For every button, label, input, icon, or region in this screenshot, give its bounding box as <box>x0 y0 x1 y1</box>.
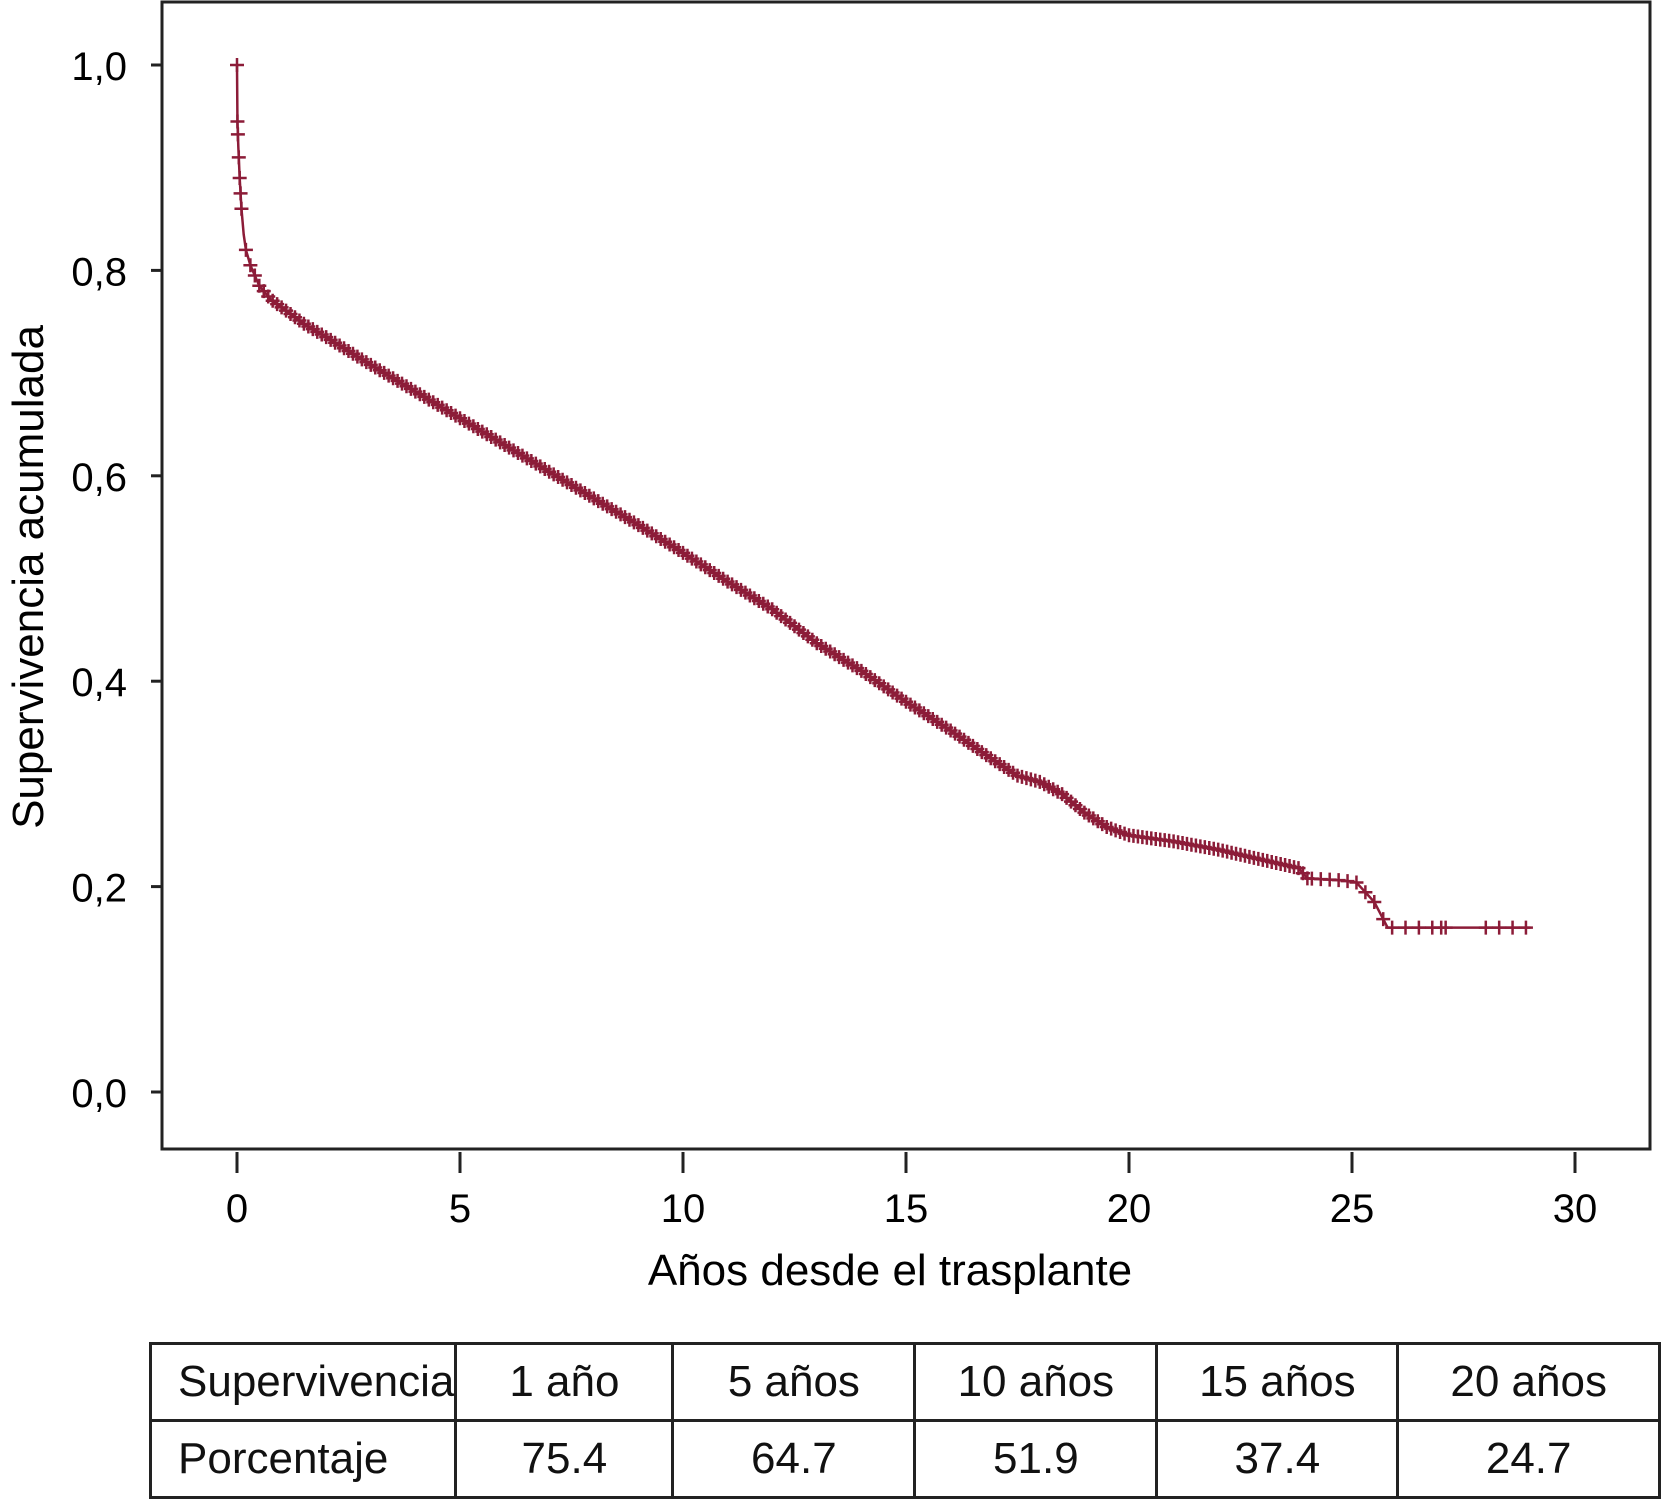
censor-mark <box>231 150 246 165</box>
censor-mark <box>1518 920 1533 935</box>
table-cell: 5 años <box>671 1342 917 1422</box>
censor-mark <box>1358 885 1373 900</box>
x-tick-label: 25 <box>1330 1187 1375 1231</box>
y-tick-label: 1,0 <box>71 45 127 89</box>
x-tick-label: 5 <box>449 1187 471 1231</box>
censor-mark <box>1349 875 1364 890</box>
table-cell: 51.9 <box>913 1419 1159 1499</box>
y-axis-label: Supervivencia acumulada <box>4 325 53 829</box>
censor-mark <box>1385 920 1400 935</box>
table-cell: Porcentaje <box>148 1419 458 1499</box>
censor-mark <box>1492 920 1507 935</box>
x-axis-label: Años desde el trasplante <box>648 1246 1132 1295</box>
table-cell: Supervivencia <box>148 1342 458 1422</box>
censor-mark <box>243 258 258 273</box>
table-cell: 75.4 <box>454 1419 675 1499</box>
table-cell: 64.7 <box>671 1419 917 1499</box>
censor-mark <box>1438 920 1453 935</box>
y-tick-label: 0,6 <box>71 456 127 500</box>
survival-curve <box>235 64 1531 929</box>
censor-mark <box>1340 874 1355 889</box>
table-header-row: Supervivencia 1 año 5 años 10 años 15 añ… <box>148 1342 1661 1422</box>
censor-mark <box>1478 920 1493 935</box>
y-tick-label: 0,2 <box>71 867 127 911</box>
table-cell: 24.7 <box>1396 1419 1661 1499</box>
survival-chart: 0,0 0,2 0,4 0,6 0,8 1,0 0 5 10 15 20 25 30 Años des… <box>4 0 1652 1295</box>
table-cell: 37.4 <box>1155 1419 1400 1499</box>
censor-mark <box>247 268 262 283</box>
censor-mark <box>233 186 248 201</box>
censor-mark <box>1411 920 1426 935</box>
survival-table: Supervivencia 1 año 5 años 10 años 15 añ… <box>148 1342 1661 1499</box>
y-tick-label: 0,0 <box>71 1072 127 1116</box>
censor-mark <box>1505 920 1520 935</box>
censor-mark <box>1398 920 1413 935</box>
censor-mark <box>1376 912 1391 927</box>
table-cell: 1 año <box>454 1342 675 1422</box>
table-row: Porcentaje 75.4 64.7 51.9 37.4 24.7 <box>148 1419 1661 1499</box>
plot-frame <box>160 0 1652 1151</box>
x-tick-label: 10 <box>661 1187 706 1231</box>
censor-mark <box>230 58 244 72</box>
censor-mark <box>1367 895 1382 910</box>
x-tick-label: 15 <box>884 1187 929 1231</box>
x-tick-label: 30 <box>1553 1187 1598 1231</box>
censor-mark <box>230 127 245 142</box>
x-tick-label: 20 <box>1107 1187 1152 1231</box>
censor-mark <box>232 170 247 185</box>
table-cell: 10 años <box>913 1342 1159 1422</box>
table-cell: 20 años <box>1396 1342 1661 1422</box>
y-tick-label: 0,8 <box>71 250 127 294</box>
x-tick-label: 0 <box>226 1187 248 1231</box>
censor-mark <box>238 242 253 257</box>
censor-mark <box>230 114 245 129</box>
table-cell: 15 años <box>1155 1342 1400 1422</box>
y-tick-label: 0,4 <box>71 661 127 705</box>
censor-mark <box>234 201 249 216</box>
